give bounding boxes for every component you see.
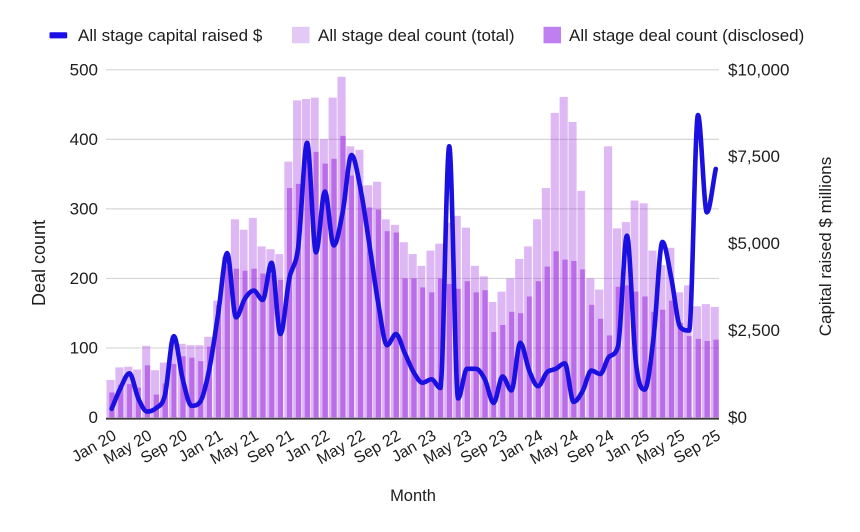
svg-text:300: 300 bbox=[70, 199, 98, 218]
svg-text:Deal count: Deal count bbox=[29, 220, 49, 306]
svg-text:$10,000: $10,000 bbox=[728, 60, 789, 79]
svg-text:All stage deal count (total): All stage deal count (total) bbox=[318, 26, 515, 45]
svg-text:All stage deal count (disclose: All stage deal count (disclosed) bbox=[569, 26, 804, 45]
svg-text:0: 0 bbox=[89, 408, 98, 427]
svg-text:Month: Month bbox=[390, 487, 436, 505]
svg-text:400: 400 bbox=[70, 130, 98, 149]
svg-text:All stage capital raised $: All stage capital raised $ bbox=[78, 26, 263, 45]
svg-text:$2,500: $2,500 bbox=[728, 321, 780, 340]
svg-text:$7,500: $7,500 bbox=[728, 147, 780, 166]
svg-text:500: 500 bbox=[70, 60, 98, 79]
svg-text:100: 100 bbox=[70, 338, 98, 357]
svg-text:$5,000: $5,000 bbox=[728, 234, 780, 253]
svg-text:$0: $0 bbox=[728, 408, 747, 427]
svg-text:Capital raised $ millions: Capital raised $ millions bbox=[816, 157, 835, 337]
svg-text:200: 200 bbox=[70, 269, 98, 288]
